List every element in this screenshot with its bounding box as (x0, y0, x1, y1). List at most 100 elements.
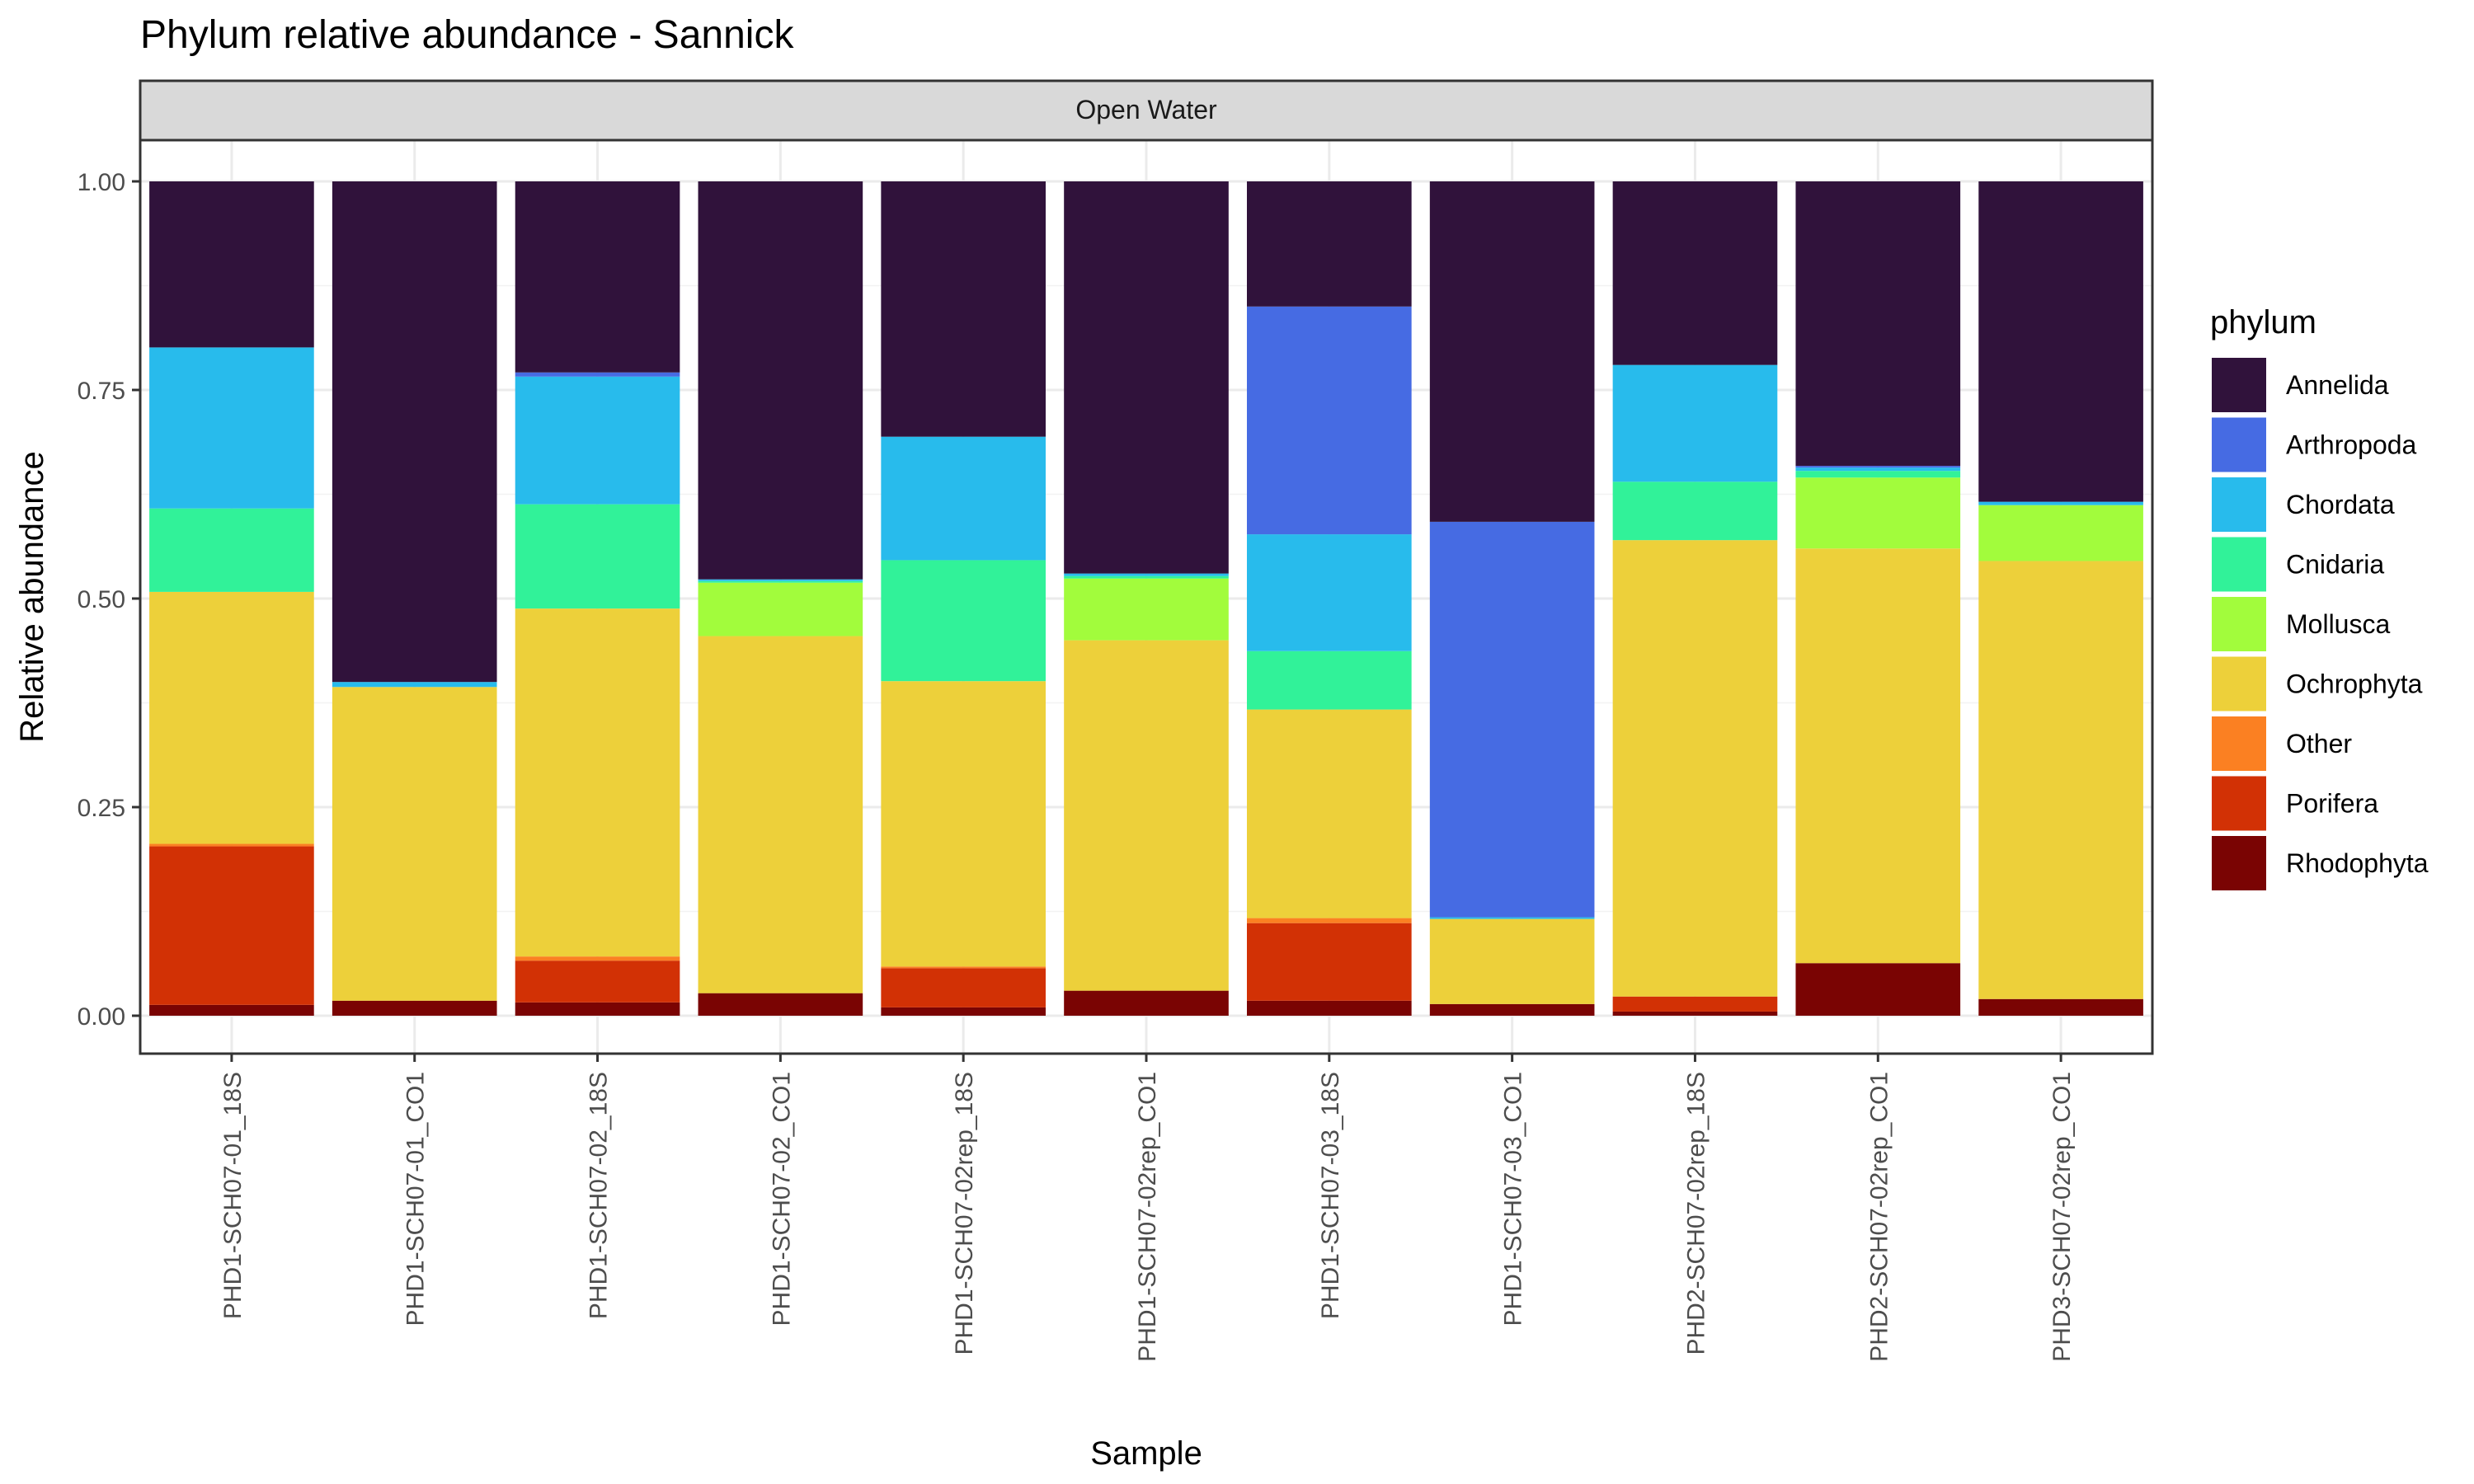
y-tick-label: 0.75 (78, 378, 125, 405)
x-tick-label: PHD1-SCH07-03_18S (1317, 1072, 1344, 1319)
bar-segment-annelida (1612, 181, 1778, 365)
legend-label-cnidaria: Cnidaria (2286, 550, 2384, 580)
bar-segment-cnidaria (698, 580, 863, 583)
bar-segment-annelida (881, 181, 1046, 437)
chart-title: Phylum relative abundance - Sannick (140, 13, 794, 57)
bar-segment-ochrophyta (881, 681, 1046, 967)
bar-segment-chordata (149, 347, 314, 509)
bar-segment-chordata (1247, 534, 1412, 651)
legend-title: phylum (2210, 304, 2316, 340)
x-tick-label: PHD1-SCH07-02rep_CO1 (1134, 1072, 1161, 1362)
bar-segment-rhodophyta (698, 993, 863, 1016)
bar-segment-chordata (698, 579, 863, 581)
y-tick-label: 0.25 (78, 795, 125, 822)
bar-segment-mollusca (1064, 578, 1229, 641)
bar-segment-cnidaria (1612, 481, 1778, 541)
legend-label-chordata: Chordata (2286, 490, 2395, 519)
bar-segment-rhodophyta (1064, 990, 1229, 1016)
x-tick-label: PHD1-SCH07-02_18S (586, 1072, 613, 1319)
legend-swatch-mollusca (2212, 597, 2266, 651)
legend-swatch-arthropoda (2212, 417, 2266, 472)
bar-segment-arthropoda (515, 372, 680, 377)
legend-label-rhodophyta: Rhodophyta (2286, 848, 2429, 878)
bar-segment-rhodophyta (1795, 963, 1961, 1016)
bar-segment-annelida (515, 181, 680, 373)
bar-segment-rhodophyta (1247, 1000, 1412, 1016)
legend-label-ochrophyta: Ochrophyta (2286, 669, 2423, 699)
y-tick-label: 1.00 (78, 169, 125, 196)
bar-segment-ochrophyta (1612, 540, 1778, 997)
bars (149, 181, 2143, 1016)
bar-segment-porifera (515, 960, 680, 1003)
bar-segment-arthropoda (1247, 306, 1412, 535)
bar-segment-porifera (149, 846, 314, 1005)
legend-swatch-porifera (2212, 776, 2266, 831)
y-tick-label: 0.50 (78, 586, 125, 613)
bar-segment-cnidaria (1247, 650, 1412, 710)
bar-segment-chordata (1795, 467, 1961, 472)
legend-swatch-cnidaria (2212, 537, 2266, 592)
bar-segment-mollusca (1978, 505, 2143, 561)
bar-segment-rhodophyta (149, 1004, 314, 1016)
bar-segment-ochrophyta (149, 591, 314, 844)
bar-segment-rhodophyta (515, 1002, 680, 1016)
legend-swatch-other (2212, 716, 2266, 771)
bar-segment-other (1247, 918, 1412, 923)
bar-segment-porifera (1247, 923, 1412, 1001)
bar-segment-ochrophyta (1064, 640, 1229, 991)
bar-segment-arthropoda (1429, 521, 1595, 918)
legend: phylum Annelida Arthropoda Chordata Cnidari… (2210, 304, 2429, 890)
bar-segment-other (515, 956, 680, 961)
bar-segment-ochrophyta (515, 608, 680, 957)
x-axis-title: Sample (1090, 1435, 1202, 1472)
bar-segment-cnidaria (881, 560, 1046, 682)
bar-segment-chordata (1978, 501, 2143, 505)
bar-segment-rhodophyta (881, 1007, 1046, 1016)
bar-segment-porifera (1612, 996, 1778, 1012)
legend-label-arthropoda: Arthropoda (2286, 430, 2417, 460)
bar-segment-cnidaria (149, 508, 314, 592)
legend-label-other: Other (2286, 729, 2352, 758)
x-tick-label: PHD2-SCH07-02rep_18S (1682, 1072, 1710, 1355)
y-axis: 0.00 0.25 0.50 0.75 1.00 (78, 169, 140, 1031)
y-axis-title: Relative abundance (14, 451, 50, 743)
bar-segment-chordata (332, 682, 497, 688)
bar-segment-chordata (1612, 364, 1778, 482)
x-tick-label: PHD1-SCH07-01_18S (219, 1072, 247, 1319)
legend-swatch-annelida (2212, 358, 2266, 412)
bar-segment-ochrophyta (332, 687, 497, 1001)
bar-segment-other (881, 966, 1046, 969)
bar-segment-rhodophyta (1978, 998, 2143, 1016)
bar-segment-chordata (881, 436, 1046, 561)
bar-segment-annelida (1247, 181, 1412, 307)
facet-strip-label: Open Water (1075, 95, 1217, 124)
x-tick-label: PHD1-SCH07-02rep_18S (951, 1072, 978, 1355)
bar-segment-annelida (698, 181, 863, 580)
bar-segment-cnidaria (1795, 471, 1961, 478)
bar-segment-chordata (515, 376, 680, 505)
bar-segment-ochrophyta (1247, 709, 1412, 918)
legend-swatch-rhodophyta (2212, 836, 2266, 890)
bar-segment-mollusca (698, 582, 863, 636)
x-tick-label: PHD1-SCH07-02_CO1 (768, 1072, 795, 1326)
bar-segment-arthropoda (1795, 466, 1961, 468)
bar-segment-annelida (1429, 181, 1595, 522)
bar-segment-rhodophyta (1429, 1003, 1595, 1016)
legend-label-mollusca: Mollusca (2286, 609, 2390, 639)
x-tick-label: PHD1-SCH07-03_CO1 (1500, 1072, 1527, 1326)
bar-segment-mollusca (1795, 477, 1961, 549)
bar-segment-annelida (1978, 181, 2143, 502)
x-tick-label: PHD2-SCH07-02rep_CO1 (1865, 1072, 1893, 1362)
bar-segment-chordata (1064, 573, 1229, 576)
bar-segment-rhodophyta (332, 1000, 497, 1016)
bar-segment-other (149, 843, 314, 847)
bar-segment-ochrophyta (1429, 918, 1595, 1004)
y-tick-label: 0.00 (78, 1003, 125, 1031)
bar-segment-annelida (332, 181, 497, 683)
x-axis: PHD1-SCH07-01_18S PHD1-SCH07-01_CO1 PHD1-S… (219, 1054, 2076, 1362)
bar-segment-annelida (1064, 181, 1229, 574)
bar-segment-porifera (881, 968, 1046, 1007)
legend-swatch-ochrophyta (2212, 656, 2266, 711)
bar-segment-ochrophyta (1795, 548, 1961, 964)
